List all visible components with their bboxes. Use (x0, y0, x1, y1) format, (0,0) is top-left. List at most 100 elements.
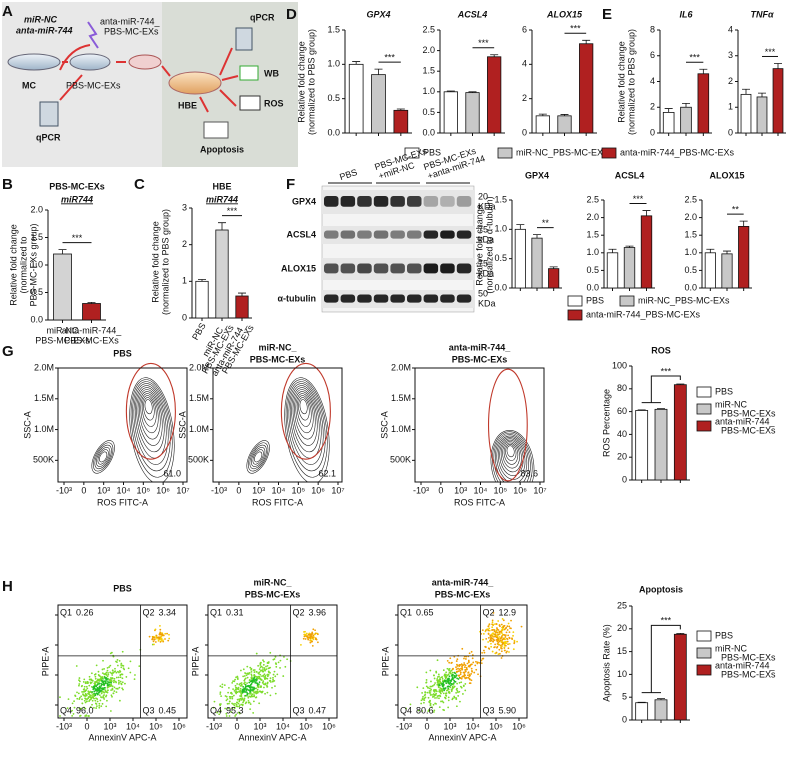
dot (263, 660, 265, 663)
dot (110, 689, 112, 692)
dot (269, 681, 272, 683)
dot (470, 672, 473, 675)
contour (252, 449, 264, 465)
dot (253, 687, 256, 690)
dot (235, 676, 237, 679)
dot (421, 697, 424, 700)
dot (462, 685, 465, 688)
dot (505, 651, 508, 654)
lightning (87, 21, 99, 49)
dot (481, 652, 484, 654)
blot-band (423, 294, 439, 303)
dot (498, 631, 501, 634)
dot (269, 671, 271, 674)
dot (247, 699, 250, 702)
dot (93, 706, 95, 709)
dot (274, 685, 276, 688)
error-bar (742, 88, 750, 95)
y-tick-label: 2 (728, 76, 733, 86)
dot (438, 678, 441, 681)
protein-label: ALOX15 (281, 263, 316, 273)
x-tick-label: 10³ (252, 485, 265, 495)
dot (119, 699, 121, 702)
dot (252, 700, 255, 703)
y-tick-label: 1.5M (189, 393, 209, 403)
dot (307, 638, 310, 641)
error-bar (637, 409, 646, 411)
dot (246, 688, 248, 690)
dot (500, 657, 503, 659)
dot (504, 644, 507, 647)
dot (446, 667, 449, 670)
y-tick-label: 2.5 (684, 194, 697, 204)
dot (232, 703, 235, 705)
y-tick-label: 1.0M (189, 424, 209, 434)
dot (262, 663, 265, 666)
dot (262, 670, 265, 673)
dot (244, 672, 247, 675)
marker-label: KDa (478, 201, 496, 211)
contour (288, 383, 324, 465)
dot (133, 678, 136, 681)
dot (510, 619, 512, 622)
dot (103, 683, 106, 686)
apoptosis-icon (203, 121, 229, 139)
dot (250, 668, 253, 671)
schematic-text: MC (22, 80, 36, 90)
dot (255, 690, 257, 693)
dot (445, 692, 448, 695)
panel-label: B (2, 176, 13, 193)
dot (447, 696, 450, 699)
x-tick-label: 0 (84, 721, 89, 731)
dot (112, 671, 115, 674)
dot (101, 681, 104, 683)
dot (286, 658, 289, 661)
dot (497, 629, 500, 631)
dot (441, 676, 444, 678)
dot (430, 680, 432, 683)
x-tick-label: 10⁵ (136, 485, 150, 495)
dot (460, 681, 463, 684)
y-tick-label: 1 (182, 276, 187, 286)
y-tick-label: 1.0 (422, 86, 435, 96)
dot (432, 711, 435, 713)
dot (249, 703, 252, 705)
dot (432, 695, 435, 698)
dot (153, 643, 155, 646)
dot (226, 698, 229, 701)
dot (310, 640, 313, 643)
quadrant-name: Q3 (483, 705, 495, 715)
blot-band (357, 294, 372, 303)
legend-label: PBS-MC-EXs (721, 408, 776, 418)
dot (78, 677, 81, 679)
dot (261, 690, 264, 693)
dot (92, 687, 95, 690)
dot (107, 689, 109, 692)
dot (265, 665, 267, 668)
dot (450, 684, 452, 687)
dot (258, 702, 261, 705)
dot (434, 682, 436, 684)
dot (458, 674, 461, 677)
blot-band (423, 263, 439, 274)
plot-frame (57, 367, 188, 483)
schematic-text: ROS (264, 98, 284, 108)
dot (264, 676, 267, 679)
dot (239, 687, 242, 690)
dot (436, 678, 439, 680)
dot (229, 696, 232, 698)
dot (240, 703, 243, 706)
dot (84, 689, 87, 692)
dot (507, 634, 510, 637)
dot (88, 684, 91, 687)
dot (274, 675, 277, 678)
dot (494, 633, 497, 635)
significance-label: *** (633, 194, 644, 204)
contour (294, 391, 316, 440)
contour (93, 442, 114, 472)
dot (164, 632, 167, 635)
dot (505, 642, 508, 645)
legend-label: PBS-MC-EXs (721, 669, 776, 679)
dot (433, 690, 436, 693)
dot (78, 684, 80, 687)
